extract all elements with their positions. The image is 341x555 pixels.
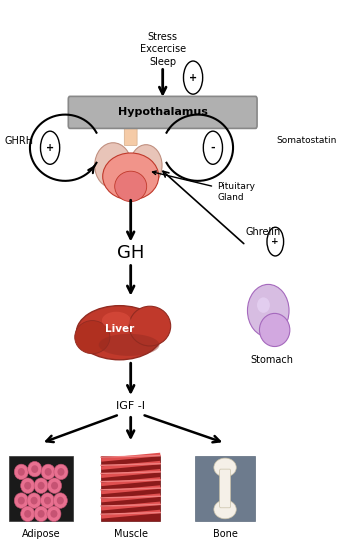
Text: +: + xyxy=(271,237,279,246)
FancyBboxPatch shape xyxy=(220,469,231,508)
Ellipse shape xyxy=(18,497,25,504)
Text: Liver: Liver xyxy=(105,325,134,335)
Ellipse shape xyxy=(31,465,38,473)
Text: Ghrelin: Ghrelin xyxy=(246,227,281,237)
Ellipse shape xyxy=(76,306,163,360)
Ellipse shape xyxy=(129,306,171,346)
Ellipse shape xyxy=(27,493,41,508)
Text: GH: GH xyxy=(117,244,144,261)
Text: Somatostatin: Somatostatin xyxy=(277,136,337,145)
Ellipse shape xyxy=(57,497,64,504)
Ellipse shape xyxy=(47,506,61,522)
Ellipse shape xyxy=(214,458,236,477)
Ellipse shape xyxy=(34,478,48,493)
FancyBboxPatch shape xyxy=(124,123,137,145)
Ellipse shape xyxy=(38,482,45,490)
Ellipse shape xyxy=(214,500,236,519)
Ellipse shape xyxy=(14,493,28,508)
Ellipse shape xyxy=(21,506,35,522)
Ellipse shape xyxy=(18,468,25,476)
FancyBboxPatch shape xyxy=(101,456,160,521)
Text: Bone: Bone xyxy=(213,529,237,539)
Text: GHRH: GHRH xyxy=(4,135,33,145)
Ellipse shape xyxy=(257,297,270,313)
Ellipse shape xyxy=(260,314,290,346)
Ellipse shape xyxy=(102,312,131,330)
Ellipse shape xyxy=(44,497,51,504)
Ellipse shape xyxy=(248,284,289,337)
Ellipse shape xyxy=(50,510,57,518)
Ellipse shape xyxy=(45,468,52,476)
Ellipse shape xyxy=(14,464,28,480)
Text: Stomach: Stomach xyxy=(250,355,293,365)
Ellipse shape xyxy=(21,478,35,493)
Text: Adipose: Adipose xyxy=(22,529,60,539)
Text: Hypothalamus: Hypothalamus xyxy=(118,107,208,118)
Ellipse shape xyxy=(115,171,147,201)
Ellipse shape xyxy=(130,145,162,186)
Ellipse shape xyxy=(57,468,64,476)
Ellipse shape xyxy=(75,321,110,354)
FancyBboxPatch shape xyxy=(68,97,257,128)
Text: +: + xyxy=(189,73,197,83)
Ellipse shape xyxy=(95,143,132,188)
Text: IGF -I: IGF -I xyxy=(116,401,145,411)
Ellipse shape xyxy=(41,464,55,480)
Ellipse shape xyxy=(24,510,31,518)
Ellipse shape xyxy=(24,482,31,490)
FancyBboxPatch shape xyxy=(195,456,255,521)
Ellipse shape xyxy=(54,464,68,480)
Ellipse shape xyxy=(99,334,160,356)
Text: Pituitary
Gland: Pituitary Gland xyxy=(152,171,255,201)
FancyBboxPatch shape xyxy=(9,456,73,521)
Ellipse shape xyxy=(41,493,55,508)
Text: Stress
Excercise
Sleep: Stress Excercise Sleep xyxy=(139,32,186,67)
Text: +: + xyxy=(46,143,54,153)
Text: Muscle: Muscle xyxy=(114,529,148,539)
Text: -: - xyxy=(211,143,215,153)
Ellipse shape xyxy=(103,153,159,200)
Ellipse shape xyxy=(38,510,45,518)
Ellipse shape xyxy=(47,478,62,493)
Ellipse shape xyxy=(28,461,42,477)
Ellipse shape xyxy=(51,482,58,490)
Ellipse shape xyxy=(53,493,68,508)
Ellipse shape xyxy=(34,506,48,522)
Ellipse shape xyxy=(31,497,38,504)
